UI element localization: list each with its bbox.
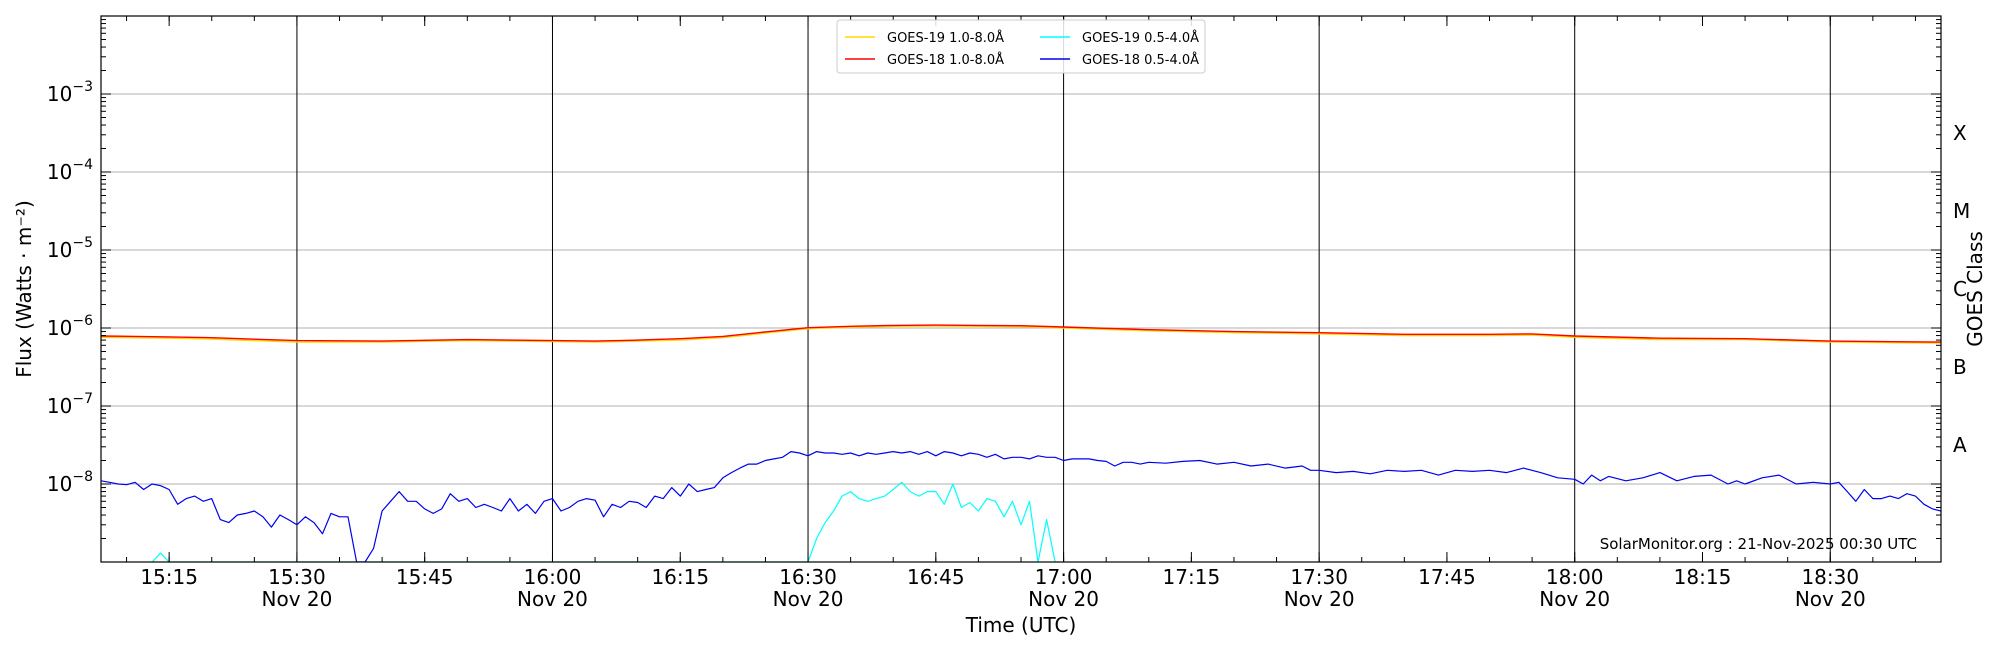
legend: GOES-19 1.0-8.0Å GOES-18 1.0-8.0Å GOES-19 … <box>836 19 1206 74</box>
horizontal-grid <box>101 93 1941 485</box>
legend-label: GOES-19 1.0-8.0Å <box>887 30 1004 46</box>
series-line <box>101 451 1941 562</box>
x-tick-label: 15:15 <box>140 565 198 589</box>
y-tick-label: 10−3 <box>47 79 93 106</box>
goes-class-labels: X M C B A <box>1953 121 1970 457</box>
x-tick-label: 18:15 <box>1674 565 1732 589</box>
goes-class-label: X <box>1953 121 1967 145</box>
series-line <box>101 324 1941 343</box>
x-tick-date-label: Nov 20 <box>1028 587 1099 611</box>
y-tick-label: 10−8 <box>47 469 93 496</box>
legend-label: GOES-18 1.0-8.0Å <box>887 52 1004 68</box>
x-tick-date-label: Nov 20 <box>1539 587 1610 611</box>
x-tick-label: 16:00 <box>524 565 582 589</box>
y-tick-label: 10−5 <box>47 235 93 262</box>
x-axis-title: Time (UTC) <box>965 613 1077 637</box>
series-line <box>101 325 1941 344</box>
day-separator-lines <box>296 16 1831 562</box>
y-tick-label: 10−4 <box>47 157 93 184</box>
x-tick-label: 17:00 <box>1035 565 1093 589</box>
x-tick-label: 18:30 <box>1801 565 1859 589</box>
x-tick-date-label: Nov 20 <box>262 587 333 611</box>
x-tick-label: 16:15 <box>651 565 709 589</box>
x-tick-date-label: Nov 20 <box>773 587 844 611</box>
x-tick-label: 17:15 <box>1163 565 1221 589</box>
legend-label: GOES-18 0.5-4.0Å <box>1082 52 1199 68</box>
y-tick-label: 10−7 <box>47 391 93 418</box>
y-tick-label: 10−6 <box>47 313 93 340</box>
x-tick-label: 17:45 <box>1418 565 1476 589</box>
right-axis-title: GOES Class <box>1963 231 1987 347</box>
series-line <box>151 481 1056 562</box>
y-axis-title: Flux (Watts · m⁻²) <box>12 200 36 378</box>
goes-class-label: B <box>1953 355 1967 379</box>
x-tick-label: 17:30 <box>1290 565 1348 589</box>
credit-label: SolarMonitor.org : 21-Nov-2025 00:30 UTC <box>1600 535 1917 553</box>
plot-series <box>101 324 1941 562</box>
y-tick-labels: 10−3 10−4 10−5 10−6 10−7 10−8 <box>47 79 93 496</box>
x-tick-label: 18:00 <box>1546 565 1604 589</box>
x-tick-label: 16:45 <box>907 565 965 589</box>
x-tick-date-label: Nov 20 <box>517 587 588 611</box>
x-tick-date-label: Nov 20 <box>1284 587 1355 611</box>
x-tick-date-label: Nov 20 <box>1795 587 1866 611</box>
legend-label: GOES-19 0.5-4.0Å <box>1082 30 1199 46</box>
x-tick-label: 15:30 <box>268 565 326 589</box>
goes-class-label: A <box>1953 433 1967 457</box>
legend-box <box>836 19 1206 74</box>
goes-class-label: M <box>1953 199 1970 223</box>
goes-class-label: C <box>1953 277 1967 301</box>
x-tick-label: 16:30 <box>779 565 837 589</box>
x-tick-label: 15:45 <box>396 565 454 589</box>
axis-ticks <box>101 16 1941 563</box>
